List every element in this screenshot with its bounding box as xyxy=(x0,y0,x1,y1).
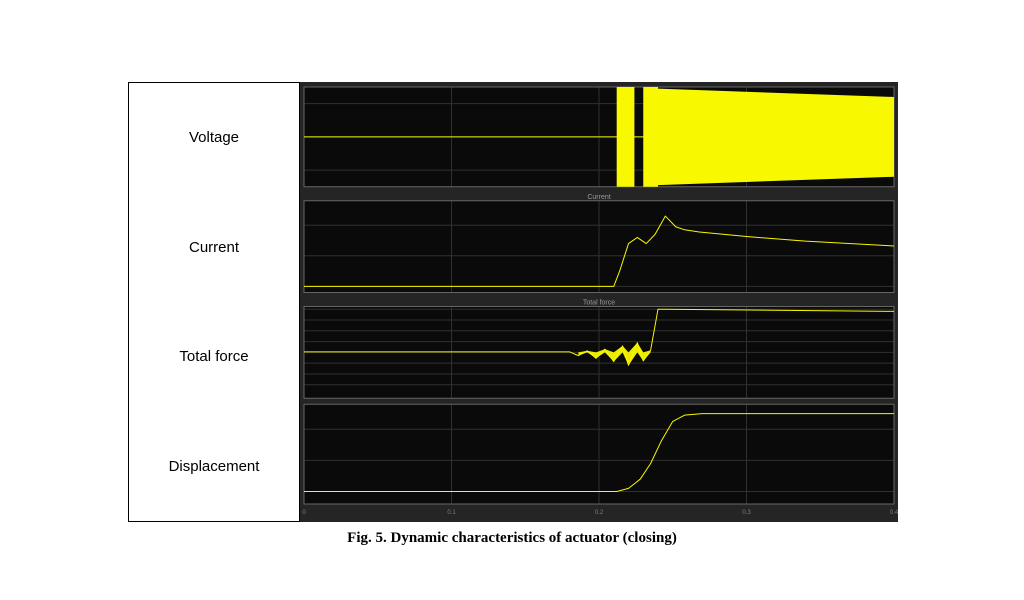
scope-chart: CurrentTotal force00.10.20.30.4 xyxy=(300,82,898,522)
scope-viewport: CurrentTotal force00.10.20.30.4 xyxy=(300,82,898,522)
figure-panel: Voltage Current Total force Displacement… xyxy=(128,82,898,522)
svg-text:Current: Current xyxy=(587,194,610,201)
row-label-total-force: Total force xyxy=(129,302,299,412)
row-label-displacement: Displacement xyxy=(129,412,299,522)
row-labels-column: Voltage Current Total force Displacement xyxy=(128,82,300,522)
row-label-current: Current xyxy=(129,193,299,303)
svg-text:0.1: 0.1 xyxy=(447,510,456,516)
svg-text:0.3: 0.3 xyxy=(742,510,751,516)
svg-text:Total force: Total force xyxy=(583,300,615,307)
figure-caption: Fig. 5. Dynamic characteristics of actua… xyxy=(0,530,1024,547)
row-label-voltage: Voltage xyxy=(129,83,299,193)
svg-text:0.4: 0.4 xyxy=(890,510,898,516)
svg-text:0.2: 0.2 xyxy=(595,510,604,516)
